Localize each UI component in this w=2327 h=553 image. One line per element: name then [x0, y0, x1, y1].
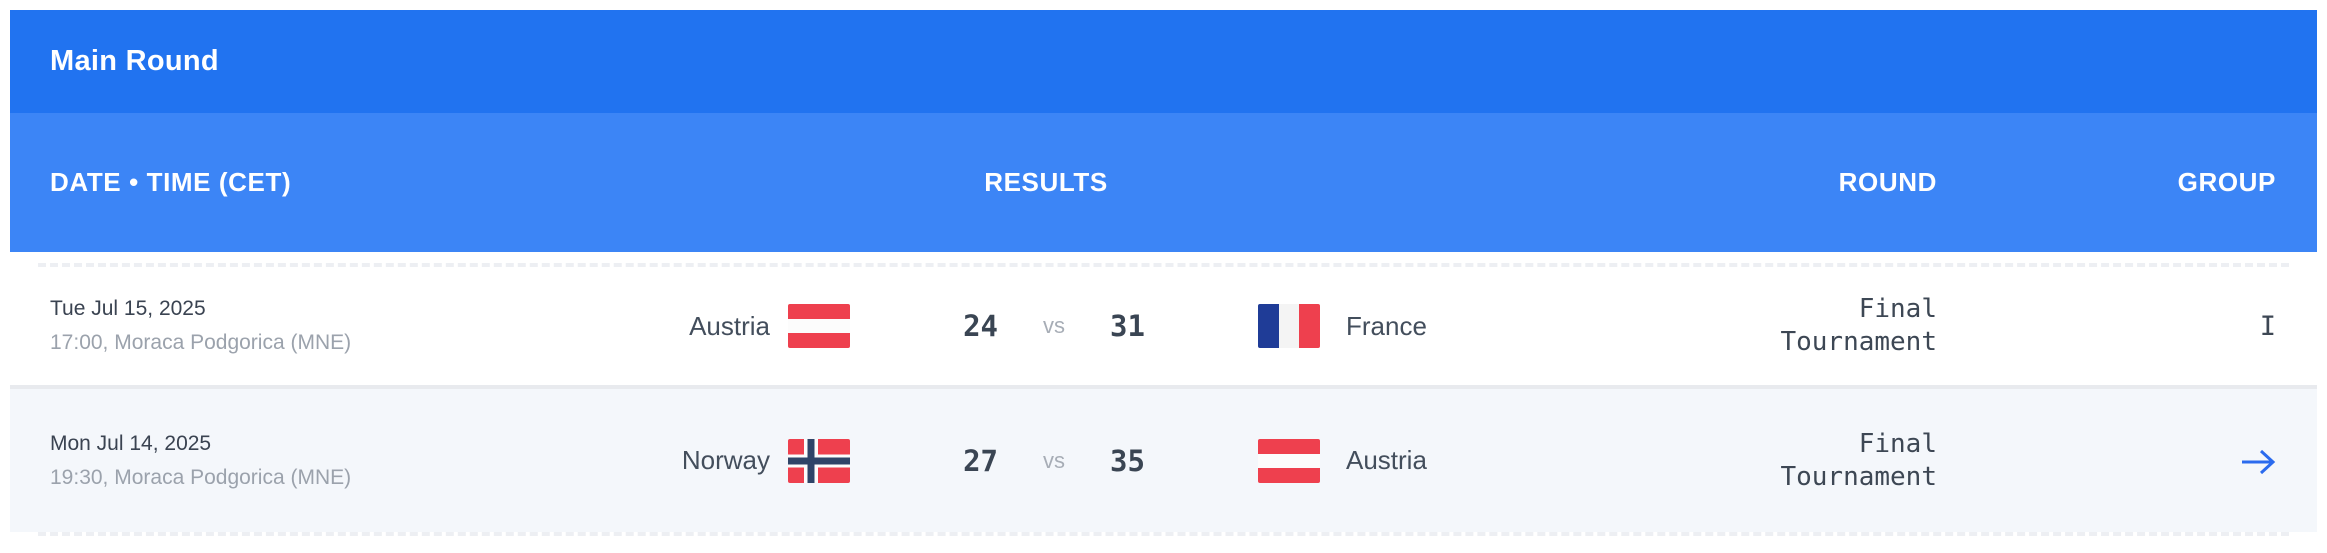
match-results-table: Main Round DATE • TIME (CET) RESULTS ROU…	[10, 10, 2317, 536]
results-cell: Norway 27 vs 35 Austria	[595, 438, 1497, 483]
column-header-row: DATE • TIME (CET) RESULTS ROUND GROUP	[10, 113, 2317, 252]
away-score: 31	[1110, 309, 1145, 343]
vs-label: vs	[1043, 313, 1065, 338]
round-label: Final Tournament	[1780, 294, 1937, 357]
arrow-right-icon[interactable]	[2240, 448, 2276, 476]
home-score: 27	[963, 443, 998, 478]
header-gap	[10, 252, 2317, 263]
solid-divider	[10, 385, 2317, 389]
home-score: 24	[963, 309, 998, 343]
group-label: I	[2259, 310, 2276, 342]
match-date: Tue Jul 15, 2025	[50, 297, 206, 320]
austria-flag-icon	[788, 304, 850, 348]
match-date: Mon Jul 14, 2025	[50, 431, 212, 455]
column-header-round: ROUND	[1838, 167, 1937, 197]
round-cell: Final Tournament	[1497, 428, 1937, 494]
results-cell: Austria 24 vs 31 France	[595, 304, 1497, 348]
away-team-name: Austria	[1346, 445, 1427, 475]
away-score: 35	[1110, 443, 1145, 478]
home-team-name: Norway	[681, 445, 770, 475]
away-team-name: France	[1346, 310, 1427, 341]
vs-label: vs	[1043, 447, 1065, 473]
column-header-group: GROUP	[2177, 167, 2276, 197]
title-band: Main Round	[10, 10, 2317, 113]
norway-flag-icon	[788, 438, 850, 483]
column-header-results: RESULTS	[984, 167, 1108, 197]
dashed-divider-bottom	[38, 532, 2289, 536]
page-title: Main Round	[50, 45, 219, 77]
france-flag-icon	[1258, 304, 1320, 348]
table-row[interactable]: Mon Jul 14, 2025 19:30, Moraca Podgorica…	[10, 389, 2317, 532]
date-cell: Mon Jul 14, 2025 19:30, Moraca Podgorica…	[10, 427, 595, 495]
group-cell	[1937, 445, 2317, 476]
table-row[interactable]: Tue Jul 15, 2025 17:00, Moraca Podgorica…	[10, 267, 2317, 385]
match-time-venue: 17:00, Moraca Podgorica (MNE)	[50, 331, 352, 354]
home-team-name: Austria	[689, 310, 770, 341]
date-cell: Tue Jul 15, 2025 17:00, Moraca Podgorica…	[10, 292, 595, 360]
group-cell: I	[1937, 311, 2317, 342]
austria-flag-icon	[1258, 438, 1320, 483]
dashed-divider-top	[38, 263, 2289, 267]
round-label: Final Tournament	[1780, 428, 1937, 492]
match-time-venue: 19:30, Moraca Podgorica (MNE)	[50, 465, 352, 489]
column-header-date: DATE • TIME (CET)	[50, 167, 292, 197]
round-cell: Final Tournament	[1497, 293, 1937, 359]
